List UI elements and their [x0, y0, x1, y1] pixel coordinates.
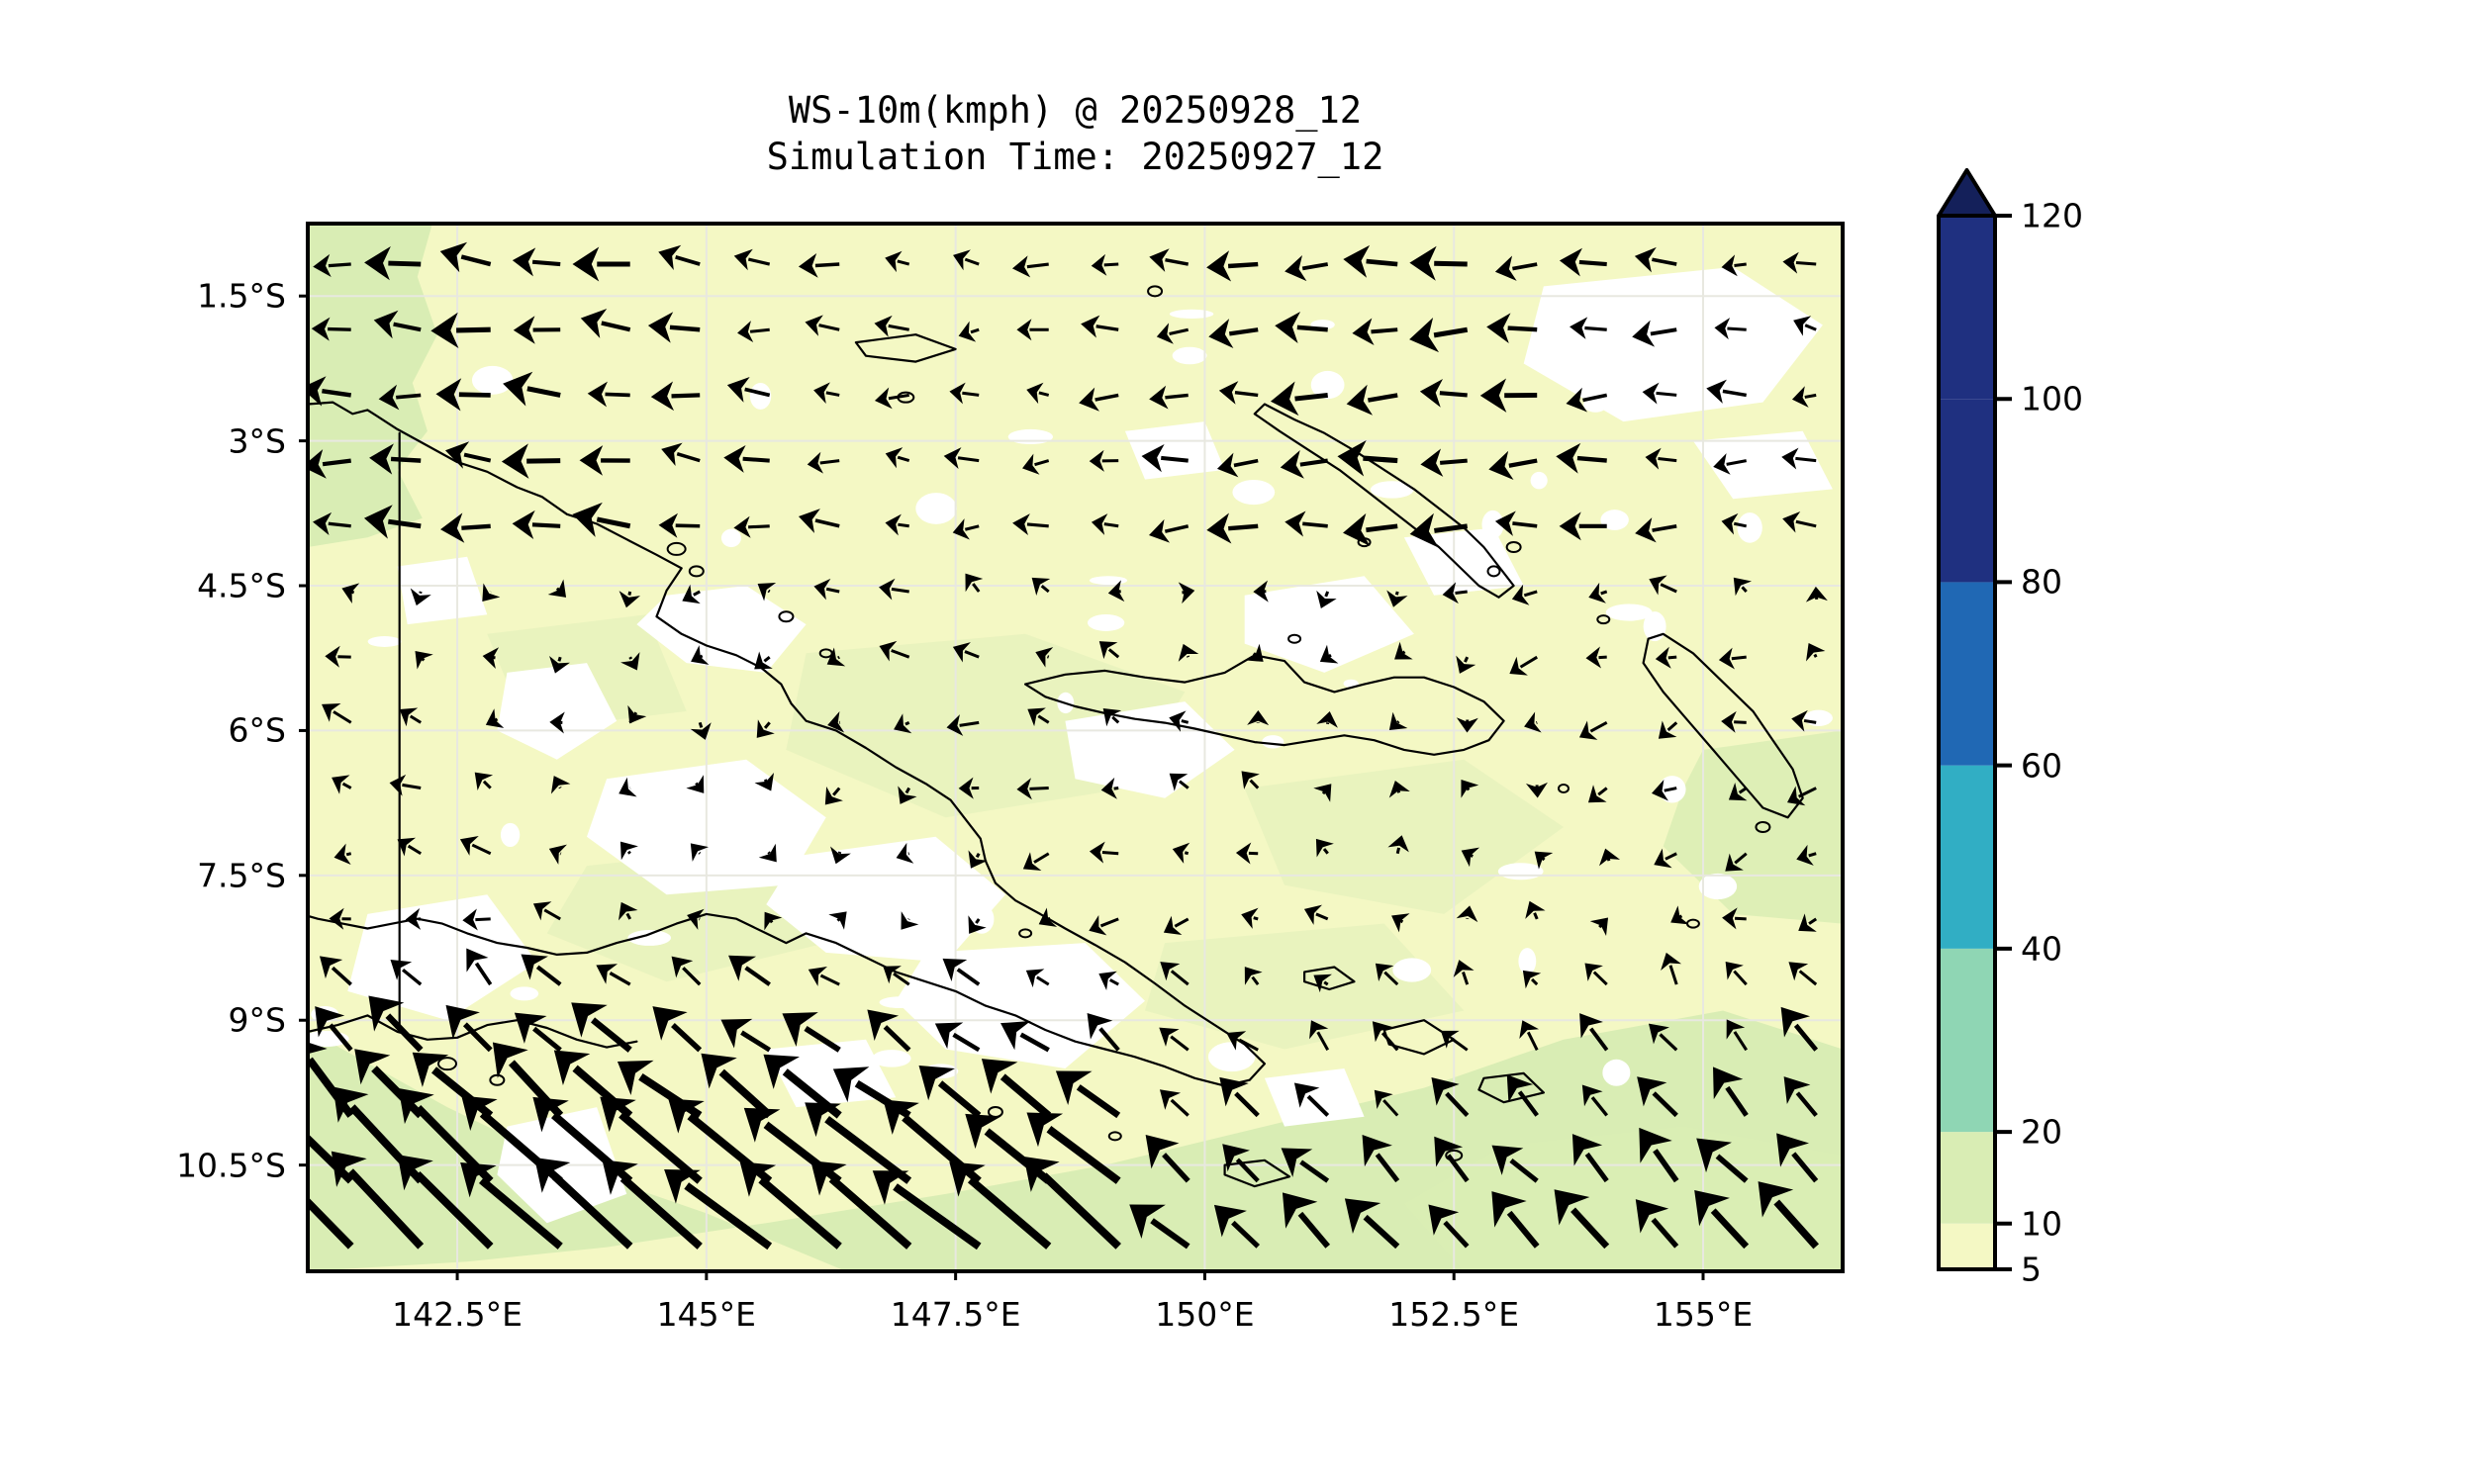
y-tick-label: 4.5°S	[197, 566, 286, 605]
x-tick-label: 155°E	[1653, 1295, 1754, 1334]
y-tick-label: 10.5°S	[176, 1146, 286, 1185]
colorbar-segment	[1939, 582, 1995, 766]
colorbar-tick-label: 80	[2021, 562, 2062, 602]
colorbar-segment	[1939, 1223, 1995, 1269]
colorbar-tick-label: 60	[2021, 746, 2062, 786]
colorbar-extend-arrow	[1937, 168, 1997, 218]
colorbar-tick-label: 100	[2021, 379, 2083, 418]
y-tick-label: 6°S	[228, 710, 286, 750]
y-tick-label: 9°S	[228, 1000, 286, 1040]
colorbar-segment	[1939, 216, 1995, 400]
colorbar-tick-label: 120	[2021, 196, 2083, 235]
plot-title: WS-10m(kmph) @ 20250928_12 Simulation Ti…	[308, 87, 1843, 180]
y-tick-label: 3°S	[228, 421, 286, 461]
colorbar-tick-label: 20	[2021, 1112, 2062, 1152]
colorbar-segment	[1939, 399, 1995, 583]
colorbar-segment	[1939, 1132, 1995, 1224]
x-tick-label: 150°E	[1155, 1295, 1255, 1334]
title-line-simulation-time: Simulation Time: 20250927_12	[766, 136, 1384, 178]
colorbar-tick-label: 40	[2021, 929, 2062, 969]
colorbar-tick-label: 10	[2021, 1204, 2062, 1244]
x-tick-label: 152.5°E	[1388, 1295, 1520, 1334]
colorbar-tick-label: 5	[2021, 1250, 2042, 1289]
y-tick-label: 7.5°S	[197, 856, 286, 895]
x-tick-label: 147.5°E	[890, 1295, 1021, 1334]
colorbar-segment	[1939, 948, 1995, 1133]
title-line-variable: WS-10m(kmph) @ 20250928_12	[788, 89, 1363, 132]
y-tick-label: 1.5°S	[197, 276, 286, 316]
x-tick-label: 145°E	[656, 1295, 757, 1334]
x-tick-label: 142.5°E	[392, 1295, 523, 1334]
colorbar-segment	[1939, 765, 1995, 949]
